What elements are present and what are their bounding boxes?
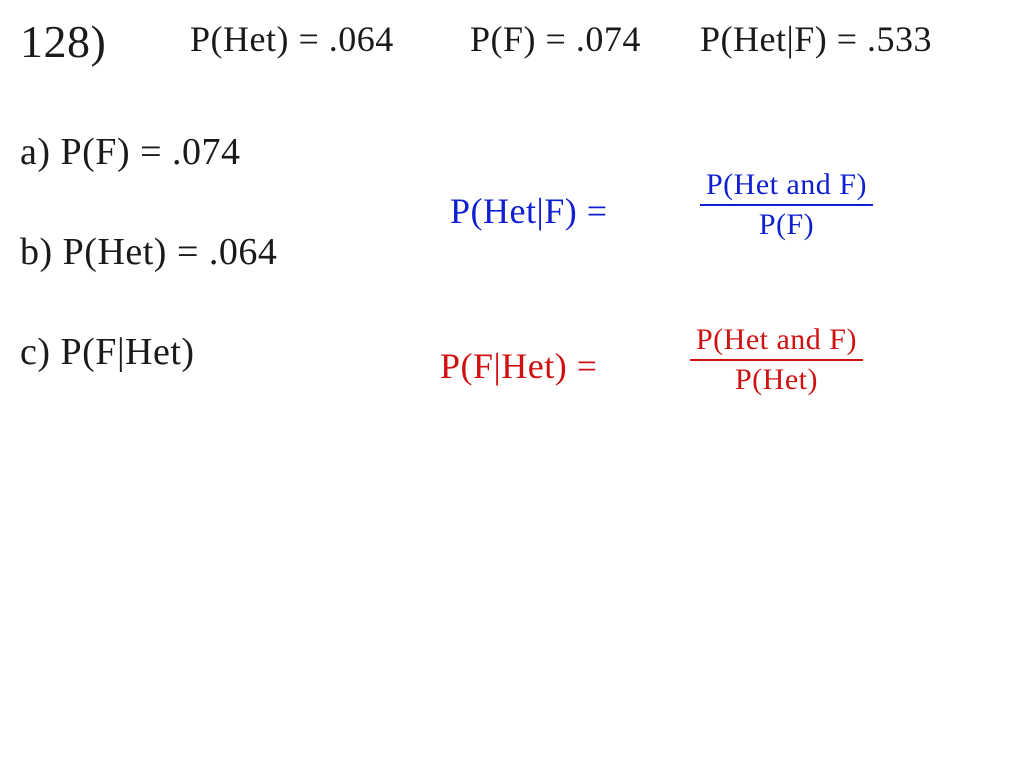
formula-red-fraction: P(Het and F) P(Het) xyxy=(690,323,863,397)
formula-blue-denominator: P(F) xyxy=(700,206,873,242)
given-p-f: P(F) = .074 xyxy=(470,18,641,60)
formula-blue-numerator: P(Het and F) xyxy=(700,168,873,206)
formula-blue-fraction: P(Het and F) P(F) xyxy=(700,168,873,242)
formula-red-denominator: P(Het) xyxy=(690,361,863,397)
formula-blue-lhs: P(Het|F) = xyxy=(450,190,608,232)
given-p-het: P(Het) = .064 xyxy=(190,18,394,60)
formula-red-lhs: P(F|Het) = xyxy=(440,345,598,387)
part-b: b) P(Het) = .064 xyxy=(20,230,277,274)
part-a: a) P(F) = .074 xyxy=(20,130,241,174)
part-c: c) P(F|Het) xyxy=(20,330,195,374)
given-p-het-given-f: P(Het|F) = .533 xyxy=(700,18,932,60)
problem-number: 128) xyxy=(20,15,106,68)
formula-red-numerator: P(Het and F) xyxy=(690,323,863,361)
